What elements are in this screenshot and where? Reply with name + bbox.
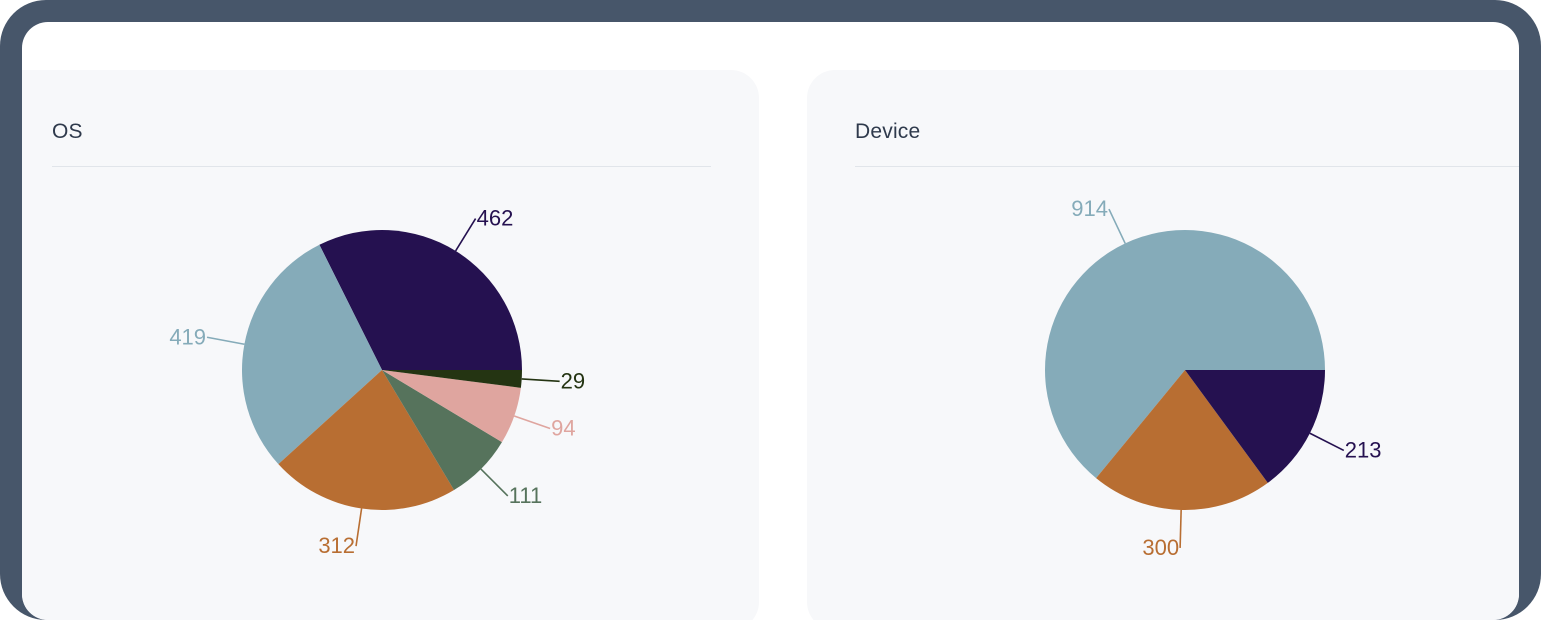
os-slice-462 bbox=[319, 230, 522, 370]
os-pie-chart: 462 419 312 111 94 29 bbox=[169, 206, 585, 559]
device-slice-300 bbox=[1096, 370, 1268, 511]
os-label-462: 462 bbox=[477, 206, 514, 231]
device-label-914: 914 bbox=[1071, 196, 1108, 221]
os-slice-419 bbox=[242, 244, 382, 465]
os-card-divider bbox=[52, 166, 711, 167]
os-label-29: 29 bbox=[561, 368, 585, 393]
dashboard-screen: OS 462 419 312 111 94 29 Device 914 300 213 bbox=[22, 22, 1519, 620]
device-card-divider bbox=[855, 166, 1519, 167]
os-leader-line-29 bbox=[521, 378, 560, 383]
os-leader-line-312 bbox=[355, 508, 363, 547]
device-card-title: Device bbox=[855, 120, 921, 143]
device-label-213: 213 bbox=[1345, 437, 1382, 462]
os-label-111: 111 bbox=[509, 483, 542, 508]
os-leader-line-462 bbox=[454, 218, 477, 252]
device-card: Device 914 300 213 bbox=[807, 70, 1519, 620]
os-slice-312 bbox=[278, 370, 455, 510]
device-leader-line-914 bbox=[1108, 208, 1126, 244]
device-slice-213 bbox=[1185, 370, 1325, 483]
device-slice-914 bbox=[1045, 229, 1325, 479]
os-label-419: 419 bbox=[169, 324, 206, 349]
os-leader-line-111 bbox=[480, 468, 509, 497]
os-card: OS 462 419 312 111 94 29 bbox=[22, 70, 759, 620]
device-leader-line-213 bbox=[1309, 432, 1345, 452]
os-label-312: 312 bbox=[318, 533, 355, 558]
os-label-94: 94 bbox=[551, 415, 575, 440]
os-slice-29 bbox=[382, 370, 522, 388]
os-leader-line-94 bbox=[513, 415, 551, 430]
os-slice-111 bbox=[382, 370, 502, 491]
os-card-title: OS bbox=[52, 120, 83, 143]
device-leader-line-300 bbox=[1179, 509, 1182, 548]
os-slice-94 bbox=[382, 370, 521, 443]
os-leader-line-419 bbox=[206, 336, 245, 346]
device-pie-chart: 914 300 213 bbox=[1045, 196, 1382, 560]
device-label-300: 300 bbox=[1142, 535, 1179, 560]
